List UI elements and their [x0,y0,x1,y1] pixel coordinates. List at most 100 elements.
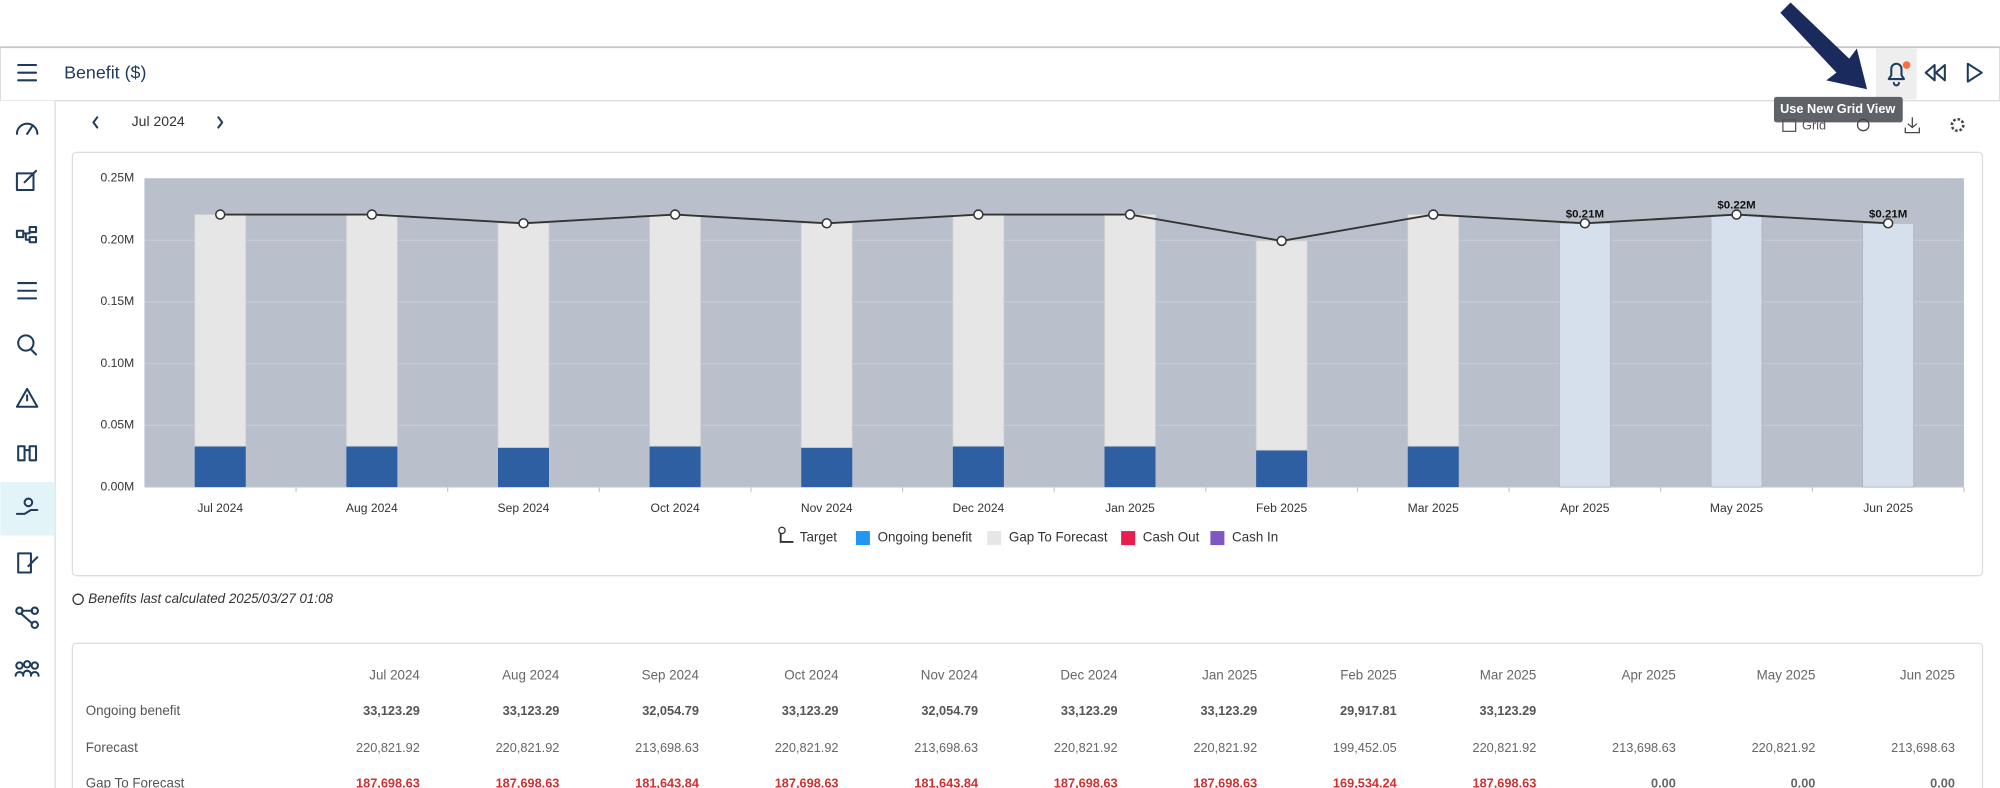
menu-button[interactable] [17,64,38,82]
table-cell: 32,054.79 [921,703,978,718]
column-header: May 2025 [1757,667,1816,682]
x-tick-label: Jan 2025 [1105,501,1155,515]
period-label: Jul 2024 [132,113,185,129]
x-tick-label: Mar 2025 [1408,501,1459,515]
table-cell: 213,698.63 [635,740,699,755]
target-point [1579,218,1591,229]
notifications-button[interactable] [1887,62,1906,87]
nav-hierarchy[interactable] [15,225,38,244]
table-cell: 169,534.24 [1333,776,1398,788]
prev-period[interactable] [92,116,99,129]
table-cell: 187,698.63 [1472,776,1536,788]
bar [1256,450,1308,488]
row-label: Forecast [86,740,138,755]
bar [1255,240,1308,451]
nav-people[interactable] [14,660,40,677]
y-tick-label: 0.00M [101,479,135,493]
target-point [1731,209,1742,220]
target-point [1428,209,1439,220]
target-point [1276,235,1287,247]
nav-risks[interactable] [15,387,39,408]
download-button[interactable] [1904,117,1920,134]
play-button[interactable] [1966,62,1983,83]
projection-bar [1862,222,1915,488]
target-point [669,209,681,220]
sidebar-icons [14,122,40,677]
projection-bar [1710,214,1763,488]
column-header: Dec 2024 [1060,667,1118,682]
grid-button[interactable]: Grid [1782,118,1826,133]
pointer-arrow [1780,2,1868,90]
sidebar-selected [0,481,56,536]
table-cell: 213,698.63 [1891,740,1955,755]
bar [952,446,1004,488]
y-tick-label: 0.15M [101,294,135,308]
table-cell: 0.00 [1651,776,1676,788]
bar [952,214,1005,447]
projection-label: $0.22M [1717,200,1755,212]
projection-bar [1559,222,1611,488]
column-header: Nov 2024 [921,667,979,682]
bar [801,447,853,488]
nav-edit[interactable] [15,169,38,192]
bar [346,446,398,488]
nav-list[interactable] [17,282,38,300]
column-header: Feb 2025 [1340,667,1397,682]
projection-label: $0.21M [1869,208,1907,220]
legend-line-icon [779,531,794,543]
bar [497,447,549,488]
legend-swatch [987,531,1002,546]
table-cell: 181,643.84 [914,776,979,788]
column-header: Jul 2024 [369,667,420,682]
table-card [71,642,1984,788]
bar [1104,446,1156,488]
grid-label: Grid [1802,118,1826,133]
target-point [215,209,226,220]
nav-report[interactable] [17,552,39,574]
nav-benefits[interactable] [15,497,39,515]
table-cell: 33,123.29 [363,703,420,718]
x-tick-label: Jul 2024 [197,501,243,515]
legend-swatch [855,531,870,546]
data-table: Jul 2024 Aug 2024 Sep 2024 Oct 2024 Nov 2024… [86,667,1955,788]
column-header: Apr 2025 [1622,667,1676,682]
info-icon [72,593,84,606]
target-line [220,213,1889,242]
rewind-button[interactable] [1924,64,1946,82]
settings-button[interactable] [1950,117,1965,132]
table-cell: 187,698.63 [496,776,560,788]
column-header: Mar 2025 [1480,667,1537,682]
history-button[interactable] [1856,118,1870,132]
table-cell: 220,821.92 [1752,740,1816,755]
bar [1407,214,1460,447]
table-cell: 220,821.92 [496,740,560,755]
nav-flow[interactable] [15,606,39,629]
table-cell: 0.00 [1791,776,1816,788]
nav-binoculars[interactable] [17,445,38,462]
target-point [821,218,832,229]
x-tick-label: Feb 2025 [1256,501,1307,515]
table-cell: 220,821.92 [775,740,839,755]
bell-highlight [1875,48,1917,100]
table-cell: 220,821.92 [1054,740,1118,755]
tooltip-text: Use New Grid View [1780,101,1895,116]
table-cell: 0.00 [1930,776,1955,788]
bar [497,222,550,448]
nav-search[interactable] [17,334,38,356]
table-cell: 213,698.63 [914,740,978,755]
nav-dashboard[interactable] [15,122,39,135]
next-period[interactable] [217,116,224,129]
table-cell: 187,698.63 [1054,776,1118,788]
row-label: Ongoing benefit [86,703,181,718]
table-cell: 33,123.29 [782,703,839,718]
table-cell: 187,698.63 [1193,776,1257,788]
row-label: Gap To Forecast [86,776,185,788]
target-point [366,209,378,220]
table-cell: 29,917.81 [1340,703,1397,718]
bar [649,214,702,447]
y-tick-label: 0.25M [101,171,135,185]
target-point [518,218,529,229]
table-cell: 187,698.63 [356,776,420,788]
